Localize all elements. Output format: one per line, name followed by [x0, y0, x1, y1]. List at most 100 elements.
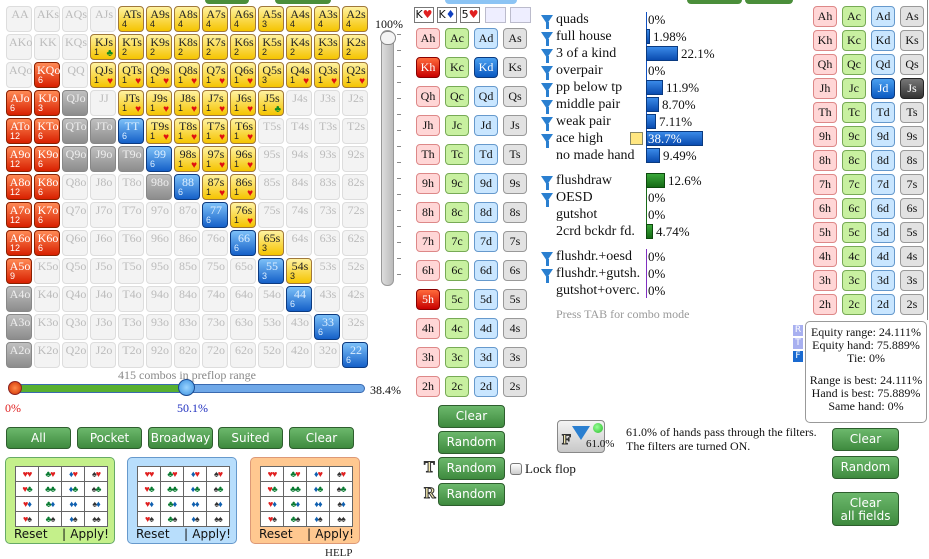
range-cell[interactable]: 63s [314, 230, 340, 256]
card-Qc[interactable]: Qc [445, 86, 469, 107]
apply-link[interactable]: Apply! [315, 527, 354, 541]
suit-combo-toggle[interactable]: ♠♦ [84, 496, 108, 512]
range-cell[interactable]: 76o [202, 230, 228, 256]
range-cell[interactable]: T3s [314, 118, 340, 144]
filter-icon[interactable] [541, 49, 553, 63]
card-Th[interactable]: Th [813, 102, 837, 123]
range-cell[interactable]: 65o [230, 258, 256, 284]
range-cell[interactable]: K6o 6 [34, 230, 60, 256]
suit-combo-toggle[interactable]: ♣♠ [160, 511, 184, 527]
card-9h[interactable]: 9h [416, 173, 440, 194]
suit-combo-toggle[interactable]: ♣♦ [160, 496, 184, 512]
card-7s[interactable]: 7s [503, 231, 527, 252]
range-cell[interactable]: TT 6 [118, 118, 144, 144]
range-cell[interactable]: JTs 1 ♥ [118, 90, 144, 116]
card-Js[interactable]: Js [900, 78, 924, 99]
card-3s[interactable]: 3s [503, 347, 527, 368]
card-8d[interactable]: 8d [871, 150, 895, 171]
card-Kc[interactable]: Kc [842, 30, 866, 51]
suit-combo-toggle[interactable]: ♠♣ [329, 481, 353, 497]
card-Kh[interactable]: Kh [813, 30, 837, 51]
card-8h[interactable]: 8h [813, 150, 837, 171]
range-cell[interactable]: 53s [314, 258, 340, 284]
card-Ad[interactable]: Ad [871, 6, 895, 27]
range-cell[interactable]: J7o [90, 202, 116, 228]
reset-link[interactable]: Reset [259, 527, 293, 541]
range-cell[interactable]: 62o [230, 342, 256, 368]
card-8s[interactable]: 8s [503, 202, 527, 223]
range-cell[interactable]: 74o [202, 286, 228, 312]
card-Td[interactable]: Td [474, 144, 498, 165]
range-cell[interactable]: 73s [314, 202, 340, 228]
range-cell[interactable]: 87o [174, 202, 200, 228]
range-cell[interactable]: 42s [342, 286, 368, 312]
card-2h[interactable]: 2h [813, 294, 837, 315]
card-Tc[interactable]: Tc [445, 144, 469, 165]
range-cell[interactable]: J3o [90, 314, 116, 340]
range-cell[interactable]: JTo [90, 118, 116, 144]
card-Kc[interactable]: Kc [445, 57, 469, 78]
range-cell[interactable]: 32o [314, 342, 340, 368]
range-cell[interactable]: AJs [90, 6, 116, 32]
range-cell[interactable]: Q7o [62, 202, 88, 228]
range-cell[interactable]: T8o [118, 174, 144, 200]
range-cell[interactable]: J7s 1 ♥ [202, 90, 228, 116]
card-Qh[interactable]: Qh [813, 54, 837, 75]
suit-combo-toggle[interactable]: ♥♠ [260, 511, 284, 527]
range-slider-mid-handle[interactable] [178, 379, 195, 396]
top-button[interactable] [445, 0, 517, 4]
range-cell[interactable]: 95s [258, 146, 284, 172]
pocket-button[interactable]: Pocket [77, 427, 142, 449]
equity-tab-f[interactable]: F [793, 351, 803, 362]
range-cell[interactable]: AA [6, 6, 32, 32]
range-cell[interactable]: J3s [314, 90, 340, 116]
suit-combo-toggle[interactable]: ♠♣ [206, 481, 230, 497]
range-cell[interactable]: Q9o [62, 146, 88, 172]
range-cell[interactable]: J6o [90, 230, 116, 256]
card-6c[interactable]: 6c [842, 198, 866, 219]
filter-icon[interactable] [541, 269, 553, 283]
range-cell[interactable]: J4s [286, 90, 312, 116]
range-cell[interactable]: K5s 2 [258, 34, 284, 60]
card-Ah[interactable]: Ah [813, 6, 837, 27]
card-3d[interactable]: 3d [871, 270, 895, 291]
range-cell[interactable]: 85s [258, 174, 284, 200]
range-cell[interactable]: 93o [146, 314, 172, 340]
suit-combo-toggle[interactable]: ♦♣ [183, 481, 207, 497]
card-6s[interactable]: 6s [900, 198, 924, 219]
range-cell[interactable]: 64o [230, 286, 256, 312]
card-Ac[interactable]: Ac [445, 28, 469, 49]
clear-range-button[interactable]: Clear [289, 427, 354, 449]
range-cell[interactable]: 83o [174, 314, 200, 340]
suit-combo-toggle[interactable]: ♥♦ [137, 496, 161, 512]
range-cell[interactable]: 94o [146, 286, 172, 312]
filter-icon[interactable] [541, 66, 553, 80]
active-filter-icon[interactable] [630, 132, 643, 145]
card-7h[interactable]: 7h [416, 231, 440, 252]
range-cell[interactable]: KTo 6 [34, 118, 60, 144]
range-cell[interactable]: T7s 1 ♥ [202, 118, 228, 144]
filter-icon[interactable] [541, 134, 553, 148]
range-cell[interactable]: 73o [202, 314, 228, 340]
card-3c[interactable]: 3c [445, 347, 469, 368]
card-Kd[interactable]: Kd [871, 30, 895, 51]
range-cell[interactable]: 83s [314, 174, 340, 200]
card-Qh[interactable]: Qh [416, 86, 440, 107]
range-cell[interactable]: 53o [258, 314, 284, 340]
suit-combo-toggle[interactable]: ♦♣ [306, 481, 330, 497]
range-cell[interactable]: 62s [342, 230, 368, 256]
card-8c[interactable]: 8c [445, 202, 469, 223]
filter-icon[interactable] [541, 176, 553, 190]
range-cell[interactable]: T5s [258, 118, 284, 144]
range-cell[interactable]: 52s [342, 258, 368, 284]
range-cell[interactable]: Q2o [62, 342, 88, 368]
range-cell[interactable]: 96s 1 ♥ [230, 146, 256, 172]
all-button[interactable]: All [6, 427, 71, 449]
card-2d[interactable]: 2d [871, 294, 895, 315]
card-2c[interactable]: 2c [842, 294, 866, 315]
range-cell[interactable]: K8o 6 [34, 174, 60, 200]
card-Jh[interactable]: Jh [416, 115, 440, 136]
suit-combo-toggle[interactable]: ♠♥ [329, 466, 353, 482]
range-cell[interactable]: 87s 1 ♥ [202, 174, 228, 200]
range-cell[interactable]: A2o [6, 342, 32, 368]
